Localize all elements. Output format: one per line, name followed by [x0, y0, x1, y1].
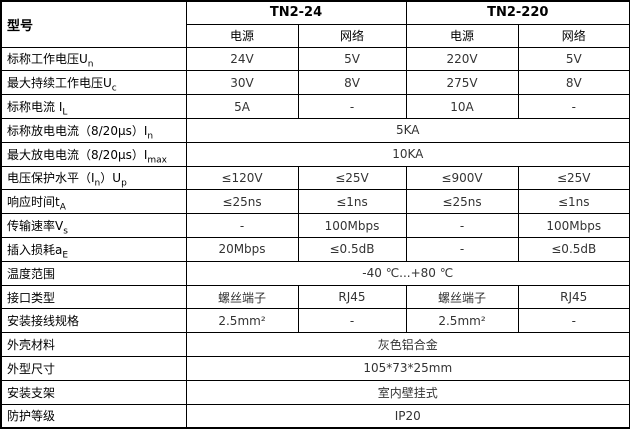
table-row: 标称工作电压Un 24V 5V 220V 5V: [0, 46, 630, 72]
table-row: 防护等级 IP20: [0, 403, 630, 429]
value-cell: ≤25ns: [185, 189, 299, 215]
value-cell: ≤25V: [297, 165, 407, 191]
value-cell: -: [517, 94, 630, 119]
value-cell-span: -40 ℃...+80 ℃: [185, 260, 630, 286]
row-label: 标称工作电压Un: [0, 46, 187, 72]
row-label: 传输速率Vs: [0, 213, 187, 238]
value-cell-span: IP20: [185, 403, 630, 429]
table-row: 温度范围 -40 ℃...+80 ℃: [0, 260, 630, 286]
table-row: 外型尺寸 105*73*25mm: [0, 356, 630, 381]
value-cell-span: 10KA: [185, 141, 630, 167]
value-cell: ≤900V: [405, 165, 519, 191]
value-cell: 10A: [405, 94, 519, 119]
group-header-tn2-24: TN2-24: [185, 0, 407, 25]
row-label: 外型尺寸: [0, 356, 187, 381]
value-cell: 5V: [297, 46, 407, 72]
value-cell: ≤0.5dB: [517, 237, 630, 262]
spec-table-body: 标称工作电压Un 24V 5V 220V 5V 最大持续工作电压Uc 30V 8V 275V 8V…: [0, 46, 630, 429]
value-cell: 5V: [517, 46, 630, 72]
value-cell: 螺丝端子: [405, 284, 519, 310]
row-label: 最大持续工作电压Uc: [0, 70, 187, 96]
subcol-tn2-220-network: 网络: [517, 23, 630, 48]
value-cell: RJ45: [297, 284, 407, 310]
row-label: 外壳材料: [0, 332, 187, 358]
row-label: 安装支架: [0, 379, 187, 405]
value-cell: 20Mbps: [185, 237, 299, 262]
table-row: 外壳材料 灰色铝合金: [0, 332, 630, 358]
table-row: 安装接线规格 2.5mm² -2.5mm² -: [0, 308, 630, 334]
subcol-tn2-220-power: 电源: [405, 23, 519, 48]
model-header-cell: 型号: [0, 0, 187, 48]
value-cell: 275V: [405, 70, 519, 96]
row-label: 防护等级: [0, 403, 187, 429]
table-row: 最大持续工作电压Uc 30V 8V 275V 8V: [0, 70, 630, 96]
value-cell: ≤25ns: [405, 189, 519, 215]
table-row: 标称放电电流（8/20μs）In 5KA: [0, 117, 630, 143]
value-cell: 8V: [297, 70, 407, 96]
value-cell: 24V: [185, 46, 299, 72]
header-row-models: 型号 TN2-24 TN2-220: [0, 0, 630, 48]
value-cell: -: [185, 213, 299, 238]
value-cell-span: 105*73*25mm: [185, 356, 630, 381]
value-cell: ≤1ns: [297, 189, 407, 215]
value-cell: 8V: [517, 70, 630, 96]
table-row: 电压保护水平（In）Up ≤120V ≤25V ≤900V ≤25V: [0, 165, 630, 191]
group-header-tn2-220: TN2-220: [405, 0, 630, 25]
value-cell: ≤1ns: [517, 189, 630, 215]
row-label: 最大放电电流（8/20μs）Imax: [0, 141, 187, 167]
value-cell: 2.5mm²: [185, 308, 299, 334]
subcol-tn2-24-power: 电源: [185, 23, 299, 48]
value-cell-span: 5KA: [185, 117, 630, 143]
value-cell: -: [297, 94, 407, 119]
value-cell-span: 室内壁挂式: [185, 379, 630, 405]
value-cell: -: [405, 213, 519, 238]
row-label: 电压保护水平（In）Up: [0, 165, 187, 191]
value-cell-span: 灰色铝合金: [185, 332, 630, 358]
value-cell: -: [297, 308, 407, 334]
value-cell: -: [405, 237, 519, 262]
value-cell: RJ45: [517, 284, 630, 310]
row-label: 插入损耗aE: [0, 237, 187, 262]
value-cell: 30V: [185, 70, 299, 96]
value-cell: -: [517, 308, 630, 334]
value-cell: 螺丝端子: [185, 284, 299, 310]
spec-table-header: 型号 TN2-24 TN2-220 电源 网络 电源 网络: [0, 0, 630, 48]
row-label: 标称电流 IL: [0, 94, 187, 119]
row-label: 响应时间tA: [0, 189, 187, 215]
value-cell: 2.5mm²: [405, 308, 519, 334]
row-label: 接口类型: [0, 284, 187, 310]
row-label: 标称放电电流（8/20μs）In: [0, 117, 187, 143]
value-cell: ≤120V: [185, 165, 299, 191]
value-cell: 100Mbps: [517, 213, 630, 238]
value-cell: 100Mbps: [297, 213, 407, 238]
table-row: 插入损耗aE 20Mbps ≤0.5dB - ≤0.5dB: [0, 237, 630, 262]
table-row: 传输速率Vs -100Mbps -100Mbps: [0, 213, 630, 238]
subcol-tn2-24-network: 网络: [297, 23, 407, 48]
value-cell: ≤0.5dB: [297, 237, 407, 262]
value-cell: 5A: [185, 94, 299, 119]
row-label: 温度范围: [0, 260, 187, 286]
table-row: 响应时间tA ≤25ns ≤1ns ≤25ns ≤1ns: [0, 189, 630, 215]
header-row-subcols: 电源 网络 电源 网络: [1, 23, 630, 48]
table-row: 安装支架 室内壁挂式: [0, 379, 630, 405]
table-row: 接口类型 螺丝端子 RJ45 螺丝端子 RJ45: [0, 284, 630, 310]
row-label: 安装接线规格: [0, 308, 187, 334]
table-row: 最大放电电流（8/20μs）Imax 10KA: [0, 141, 630, 167]
value-cell: 220V: [405, 46, 519, 72]
table-row: 标称电流 IL 5A -10A -: [0, 94, 630, 119]
value-cell: ≤25V: [517, 165, 630, 191]
